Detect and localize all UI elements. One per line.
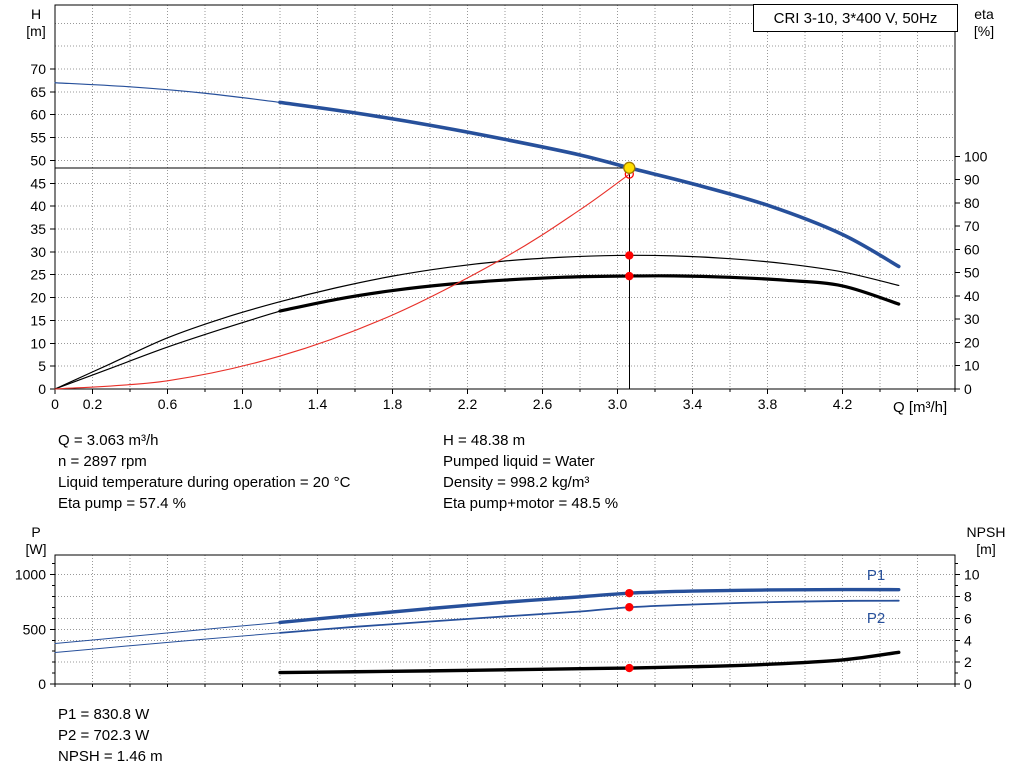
svg-text:0: 0	[51, 396, 59, 412]
svg-text:60: 60	[964, 241, 980, 257]
svg-text:50: 50	[964, 265, 980, 281]
svg-text:0.2: 0.2	[83, 396, 103, 412]
svg-text:15: 15	[30, 312, 46, 328]
pumped-liquid-text: Pumped liquid = Water	[443, 453, 595, 470]
svg-text:4.2: 4.2	[833, 396, 853, 412]
p2-curve-label: P2	[867, 610, 885, 627]
svg-text:1.0: 1.0	[233, 396, 253, 412]
p2-curve	[54, 632, 281, 654]
svg-text:4: 4	[964, 632, 972, 648]
svg-text:65: 65	[30, 84, 46, 100]
eta-pump-curve	[54, 254, 900, 390]
svg-text:30: 30	[30, 244, 46, 260]
duty-flow-text: Q = 3.063 m³/h	[58, 432, 159, 449]
duty-info-right: H = 48.38 m Pumped liquid = Water Densit…	[443, 430, 618, 514]
duty-info-left: Q = 3.063 m³/h n = 2897 rpm Liquid tempe…	[58, 430, 350, 514]
svg-text:55: 55	[30, 130, 46, 146]
curve-value-marker	[625, 663, 634, 673]
svg-text:70: 70	[964, 218, 980, 234]
npsh-axis-label: NPSH [m]	[966, 524, 1006, 557]
svg-text:1.4: 1.4	[308, 396, 328, 412]
svg-text:8: 8	[964, 589, 972, 605]
svg-text:90: 90	[964, 172, 980, 188]
power-npsh-chart[interactable]: 0 500 1000 0 2 4 6 8 10 P1 P2	[0, 520, 1024, 700]
svg-text:10: 10	[964, 567, 980, 583]
eta-axis-label: eta [%]	[973, 6, 995, 39]
duty-point-marker[interactable]	[623, 161, 636, 174]
svg-text:1.8: 1.8	[383, 396, 403, 412]
curve-value-marker	[625, 588, 634, 598]
eta-pump-text: Eta pump = 57.4 %	[58, 495, 186, 512]
svg-text:3.8: 3.8	[758, 396, 778, 412]
svg-text:20: 20	[30, 290, 46, 306]
npsh-curve	[278, 650, 901, 675]
p2-text: P2 = 702.3 W	[58, 727, 150, 744]
flow-axis-label: Q [m³/h]	[893, 399, 948, 416]
p1-curve	[278, 587, 901, 625]
head-text: H = 48.38 m	[443, 432, 526, 449]
density-text: Density = 998.2 kg/m³	[443, 474, 590, 491]
svg-text:500: 500	[23, 621, 47, 637]
speed-text: n = 2897 rpm	[58, 453, 147, 470]
p1-curve	[54, 621, 281, 645]
svg-text:40: 40	[30, 198, 46, 214]
h-curve	[54, 82, 281, 103]
eta-pump-motor-text: Eta pump+motor = 48.5 %	[443, 495, 619, 512]
svg-text:80: 80	[964, 195, 980, 211]
liquid-temperature-text: Liquid temperature during operation = 20…	[58, 474, 351, 491]
svg-text:0: 0	[38, 676, 46, 692]
svg-text:10: 10	[964, 358, 980, 374]
svg-text:25: 25	[30, 267, 46, 283]
power-info: P1 = 830.8 W P2 = 702.3 W NPSH = 1.46 m	[58, 704, 163, 767]
svg-text:0: 0	[964, 381, 972, 397]
svg-text:20: 20	[964, 334, 980, 350]
svg-text:3.4: 3.4	[683, 396, 703, 412]
svg-text:30: 30	[964, 311, 980, 327]
svg-text:0: 0	[964, 676, 972, 692]
svg-text:60: 60	[30, 107, 46, 123]
pump-title-box: CRI 3-10, 3*400 V, 50Hz	[753, 4, 958, 32]
p2-curve	[279, 599, 900, 634]
curve-value-marker	[625, 251, 634, 260]
p1-curve-label: P1	[867, 567, 885, 584]
p1-text: P1 = 830.8 W	[58, 706, 150, 723]
svg-text:45: 45	[30, 175, 46, 191]
head-axis-label: H [m]	[26, 6, 46, 39]
system-curve	[54, 173, 630, 390]
npsh-text: NPSH = 1.46 m	[58, 748, 163, 765]
svg-text:6: 6	[964, 610, 972, 626]
h-curve	[278, 100, 901, 269]
svg-text:50: 50	[30, 152, 46, 168]
power-axis-label: P [W]	[25, 524, 47, 557]
svg-text:0: 0	[38, 381, 46, 397]
eta-pump-motor-curve	[54, 310, 281, 390]
eta-pump-motor-curve	[278, 274, 901, 313]
svg-text:40: 40	[964, 288, 980, 304]
svg-text:2.6: 2.6	[533, 396, 553, 412]
qh-efficiency-chart[interactable]: 0 5 10 15 20 25 30 35 40 45 50 55 60 65 70 0 10 20 30 40 50 6…	[0, 0, 1024, 430]
svg-text:2: 2	[964, 654, 972, 670]
svg-text:2.2: 2.2	[458, 396, 478, 412]
svg-text:10: 10	[30, 335, 46, 351]
svg-text:100: 100	[964, 148, 988, 164]
svg-text:1000: 1000	[15, 567, 46, 583]
curve-value-marker	[625, 271, 634, 281]
svg-text:0.6: 0.6	[158, 396, 178, 412]
svg-text:3.0: 3.0	[608, 396, 628, 412]
svg-text:5: 5	[38, 358, 46, 374]
svg-text:70: 70	[30, 61, 46, 77]
curve-value-marker	[625, 603, 634, 612]
svg-text:35: 35	[30, 221, 46, 237]
